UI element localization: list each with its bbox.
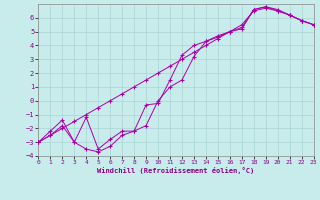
X-axis label: Windchill (Refroidissement éolien,°C): Windchill (Refroidissement éolien,°C): [97, 167, 255, 174]
